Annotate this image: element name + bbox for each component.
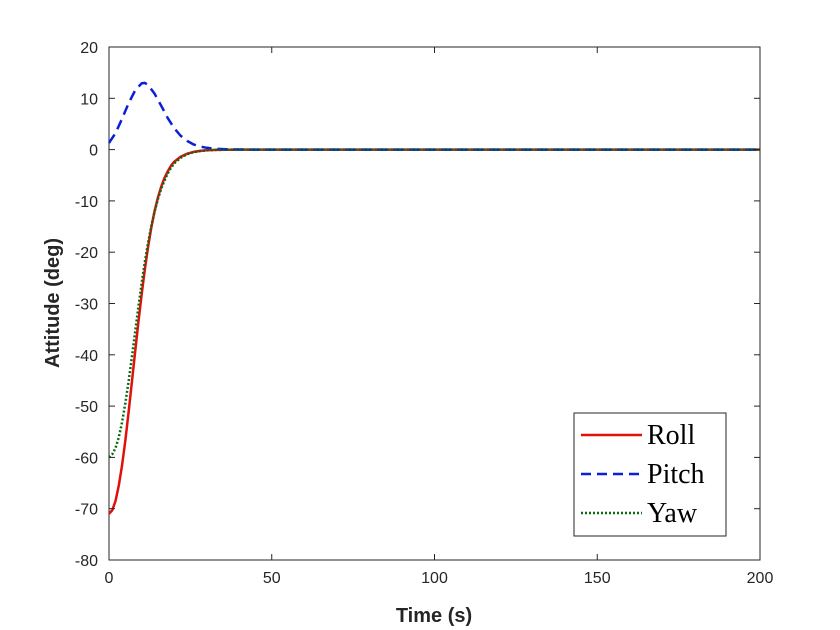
x-tick-label: 150 <box>584 570 611 587</box>
y-tick-label: -20 <box>75 245 98 262</box>
y-tick-label: -40 <box>75 348 98 365</box>
x-axis-label: Time (s) <box>396 605 472 627</box>
y-tick-label: -60 <box>75 450 98 467</box>
y-tick-label: 10 <box>80 91 98 108</box>
x-tick-label: 100 <box>421 570 448 587</box>
tick-layer: 0 50 100 150 20020100-10-20-30-40-50-60-70-8… <box>75 40 774 587</box>
x-tick-label: 200 <box>747 570 774 587</box>
legend: Roll Pitch Yaw <box>573 412 727 537</box>
y-tick-label: -70 <box>75 502 98 519</box>
legend-label-pitch: Pitch <box>647 459 705 490</box>
y-tick-label: 20 <box>80 40 98 57</box>
series-line-pitch <box>107 81 760 151</box>
y-tick-label: -80 <box>75 553 98 570</box>
x-tick-label: 0 <box>105 570 114 587</box>
y-tick-label: -30 <box>75 297 98 314</box>
legend-label-yaw: Yaw <box>647 498 698 529</box>
y-tick-label: 0 <box>89 143 98 160</box>
x-tick-label: 50 <box>263 570 281 587</box>
y-tick-label: -10 <box>75 194 98 211</box>
y-axis-label: Attitude (deg) <box>42 238 64 368</box>
series-layer <box>107 81 760 515</box>
y-tick-label: -50 <box>75 399 98 416</box>
legend-label-roll: Roll <box>647 420 695 451</box>
